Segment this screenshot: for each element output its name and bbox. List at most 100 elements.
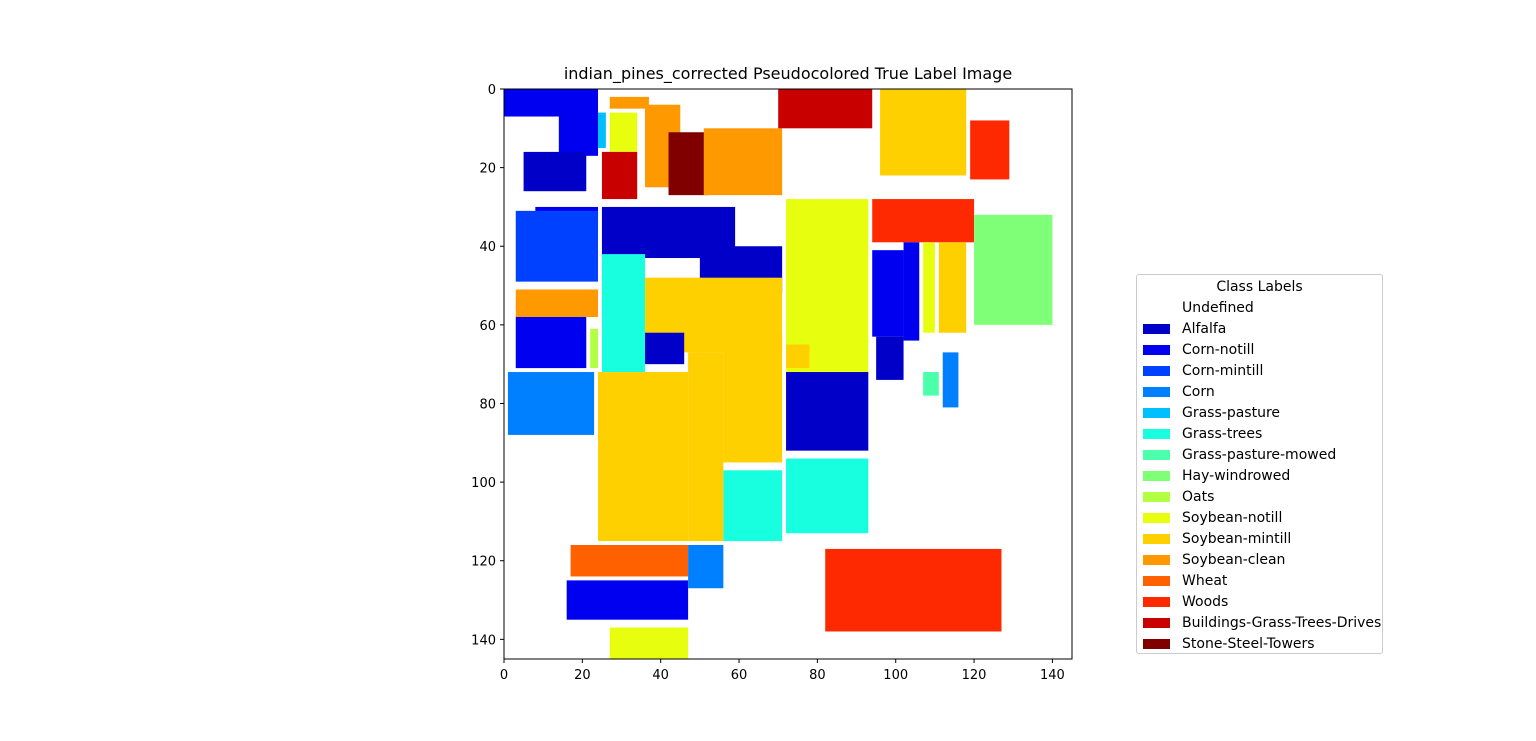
x-tick-label: 100 [883, 668, 908, 683]
region-soybean-mintill [880, 89, 967, 176]
region-woods [872, 199, 975, 243]
legend-item: Grass-trees [1143, 423, 1262, 444]
legend-label: Corn [1182, 383, 1215, 400]
legend-item: Corn-notill [1143, 339, 1254, 360]
region-woods [970, 120, 1010, 180]
legend-item: Woods [1143, 591, 1228, 612]
legend-label: Wheat [1182, 572, 1228, 589]
region-hay-windrowed [974, 214, 1053, 325]
region-soybean-mintill [723, 332, 783, 463]
legend-item: Stone-Steel-Towers [1143, 633, 1315, 654]
y-tick-label: 60 [479, 319, 496, 334]
legend-item: Corn [1143, 381, 1215, 402]
legend-label: Woods [1182, 593, 1229, 610]
y-tick-label: 40 [479, 240, 496, 255]
legend-item: Undefined [1143, 297, 1254, 318]
x-tick-label: 40 [652, 668, 669, 683]
region-grass-trees [786, 458, 869, 534]
region-grass-trees [723, 470, 783, 542]
legend-label: Grass-pasture-mowed [1182, 446, 1337, 463]
x-tick-label: 140 [1040, 668, 1065, 683]
region-soybean-mintill [598, 372, 689, 542]
legend-item: Hay-windrowed [1143, 465, 1290, 486]
region-soybean-notill [609, 112, 638, 152]
region-corn [942, 352, 959, 408]
legend-swatch [1143, 575, 1170, 586]
legend-label: Buildings-Grass-Trees-Drives [1182, 614, 1382, 631]
label-image [504, 89, 1053, 659]
x-tick-label: 120 [962, 668, 987, 683]
x-tick-label: 20 [574, 668, 591, 683]
region-grass-trees [601, 254, 646, 373]
x-tick-label: 60 [731, 668, 748, 683]
legend-swatch [1143, 491, 1170, 502]
legend-swatch [1143, 428, 1170, 439]
legend-label: Corn-notill [1182, 341, 1255, 358]
plot-frame [503, 88, 1073, 660]
legend-item: Grass-pasture-mowed [1143, 444, 1336, 465]
region-grass-pasture [598, 112, 606, 148]
region-soybean-clean [609, 96, 649, 109]
legend-label: Grass-trees [1182, 425, 1263, 442]
legend-label: Oats [1182, 488, 1215, 505]
legend-swatch [1143, 617, 1170, 628]
legend-swatch [1143, 554, 1170, 565]
region-buildings-grass-trees-drives [778, 89, 873, 129]
legend-item: Soybean-clean [1143, 549, 1285, 570]
legend-swatch [1143, 365, 1170, 376]
region-soybean-notill [609, 627, 689, 659]
legend-swatch [1143, 323, 1170, 334]
legend-swatch [1143, 407, 1170, 418]
legend-label: Soybean-notill [1182, 509, 1283, 526]
legend-swatch [1143, 449, 1170, 460]
region-alfalfa [523, 151, 587, 192]
region-stone-steel-towers [668, 132, 708, 196]
region-soybean-clean [703, 128, 783, 196]
legend-item: Soybean-mintill [1143, 528, 1291, 549]
legend-label: Grass-pasture [1182, 404, 1281, 421]
legend-label: Soybean-clean [1182, 551, 1286, 568]
legend-swatch [1143, 344, 1170, 355]
x-axis: 0 20 40 60 80 100 120 140 [500, 659, 1065, 683]
legend-label: Soybean-mintill [1182, 530, 1292, 547]
y-tick-label: 80 [479, 397, 496, 412]
x-tick-label: 80 [809, 668, 826, 683]
legend-swatch [1143, 302, 1170, 313]
legend-label: Alfalfa [1182, 320, 1227, 337]
region-corn-notill [872, 250, 904, 337]
y-tick-label: 100 [471, 476, 496, 491]
y-tick-label: 0 [488, 83, 496, 98]
legend-item: Oats [1143, 486, 1214, 507]
legend-swatch [1143, 533, 1170, 544]
legend-swatch [1143, 638, 1170, 649]
legend: Class Labels Undefined Alfalfa Corn-notill… [1136, 274, 1383, 654]
region-oats [590, 328, 599, 369]
region-corn-notill [515, 317, 587, 369]
x-tick-label: 0 [500, 668, 508, 683]
region-soybean-mintill [938, 242, 967, 333]
chart-title: indian_pines_corrected Pseudocolored Tru… [563, 64, 1013, 83]
region-alfalfa [645, 332, 685, 365]
region-soybean-clean [515, 289, 599, 317]
region-grass-pasture-mowed [923, 372, 939, 396]
region-corn-notill [903, 242, 920, 341]
y-tick-label: 140 [471, 633, 496, 648]
legend-item: Buildings-Grass-Trees-Drives [1143, 612, 1381, 633]
legend-swatch [1143, 596, 1170, 607]
legend-title: Class Labels [1216, 279, 1303, 295]
legend-item: Alfalfa [1143, 318, 1226, 339]
region-corn-mintill [515, 210, 599, 282]
legend-label: Undefined [1182, 299, 1254, 316]
region-corn [507, 372, 595, 435]
legend-label: Stone-Steel-Towers [1182, 635, 1315, 652]
region-alfalfa [876, 336, 904, 380]
region-corn-notill [566, 580, 689, 620]
y-tick-label: 120 [471, 555, 496, 570]
region-soybean-mintill [786, 344, 810, 369]
y-tick-label: 20 [479, 162, 496, 177]
legend-item: Wheat [1143, 570, 1227, 591]
region-soybean-notill [923, 242, 935, 333]
region-corn-notill [558, 89, 599, 156]
legend-swatch [1143, 386, 1170, 397]
